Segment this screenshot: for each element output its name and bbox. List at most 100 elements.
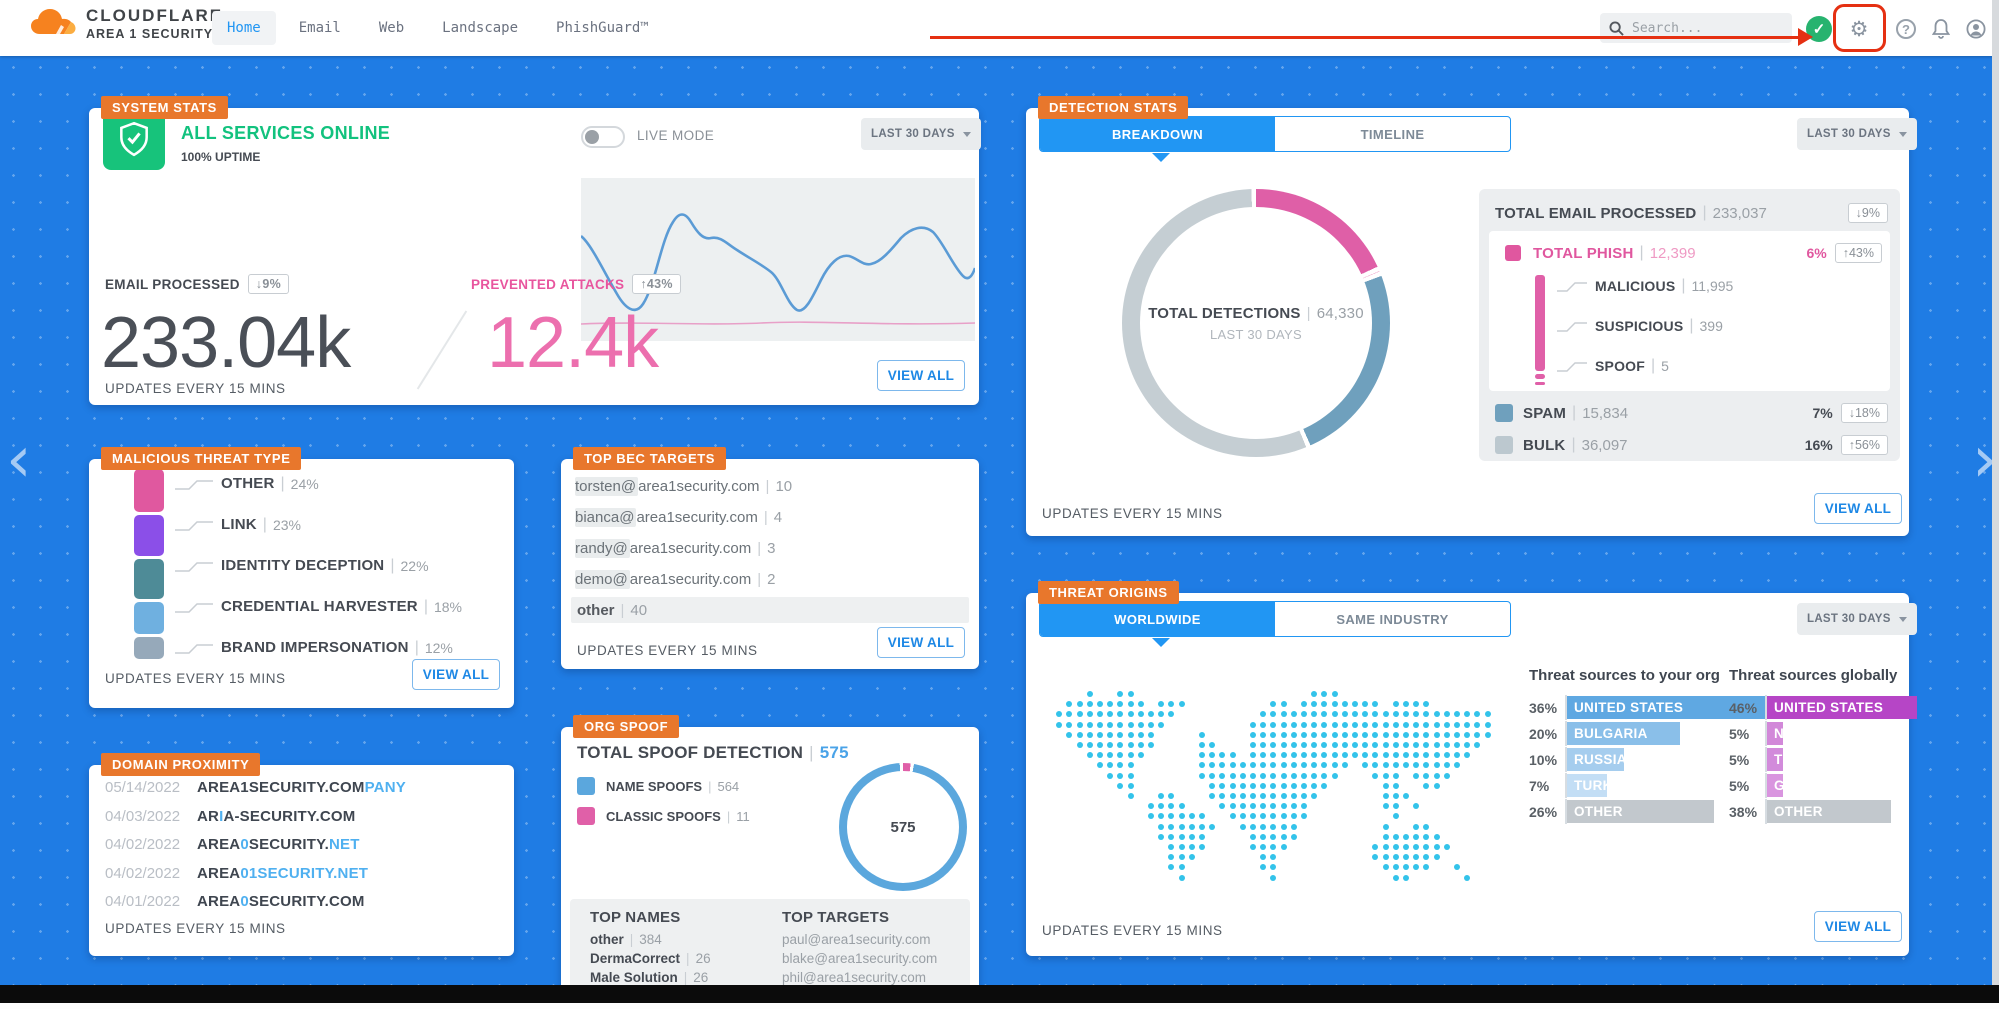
threat-origins-tabs: WORLDWIDE SAME INDUSTRY [1039, 601, 1511, 647]
world-dot-map [1046, 691, 1516, 896]
tab-timeline[interactable]: TIMELINE [1360, 126, 1425, 142]
domain-row: 04/03/2022 ARIA-SECURITY.COM [105, 808, 356, 825]
classic-spoofs-swatch [577, 807, 595, 825]
malicious-row: MALICIOUS | 11,995 [1555, 277, 1733, 295]
main-nav: Home Email Web Landscape PhishGuard™ [212, 0, 664, 56]
threat-source-row: 10% RUSSIA [1529, 747, 1771, 772]
malicious-threat-type-card: MALICIOUS THREAT TYPE OTHER | 24% LINK | 23%… [89, 447, 514, 708]
domain-proximity-updates-note: UPDATES EVERY 15 MINS [105, 921, 286, 936]
name-spoofs-legend: NAME SPOOFS | 564 [577, 777, 739, 795]
live-mode-toggle[interactable] [581, 126, 625, 148]
search-input[interactable] [1632, 20, 1782, 36]
total-email-processed-row: TOTAL EMAIL PROCESSED|233,037 9% [1495, 203, 1888, 223]
total-spoof-value: 575 [819, 743, 849, 762]
detection-tabs: BREAKDOWN TIMELINE [1039, 116, 1511, 162]
nav-item-email[interactable]: Email [298, 20, 341, 36]
global-sources-title: Threat sources globally [1729, 667, 1898, 684]
prevented-attacks-value: 12.4k [487, 303, 659, 383]
top-target-row: paul@area1security.com [782, 932, 931, 947]
annotation-arrow-line [930, 36, 1802, 39]
threat-origins-updates-note: UPDATES EVERY 15 MINS [1042, 923, 1223, 938]
phish-swatch [1505, 245, 1521, 261]
threat-origins-view-all-button[interactable]: VIEW ALL [1814, 911, 1902, 942]
connector-line [175, 479, 213, 490]
tab-same-industry[interactable]: SAME INDUSTRY [1336, 611, 1449, 627]
threat-source-row: 7% TURKEY [1529, 773, 1771, 798]
live-mode-label: LIVE MODE [637, 128, 715, 143]
threat-type-segment [134, 515, 164, 556]
bottom-letterbox-bar [0, 985, 1999, 1003]
bec-target-row: bianca@ area1security.com | 4 [575, 507, 783, 527]
threat-type-segment [134, 559, 164, 599]
domain-row: 04/01/2022 AREA0SECURITY.COM [105, 893, 365, 910]
top-target-row: phil@area1security.com [782, 970, 927, 985]
malicious-threat-view-all-button[interactable]: VIEW ALL [412, 659, 500, 690]
bec-target-row: other | 40 [571, 597, 969, 623]
phish-breakdown-bar [1535, 275, 1545, 388]
bec-view-all-button[interactable]: VIEW ALL [877, 627, 965, 658]
spoof-donut-center-value: 575 [890, 818, 916, 836]
tab-worldwide[interactable]: WORLDWIDE [1040, 602, 1275, 636]
connector-line [175, 561, 213, 572]
detections-donut-chart: TOTAL DETECTIONS | 64,330 LAST 30 DAYS [1122, 189, 1390, 457]
org-spoof-tag: ORG SPOOF [573, 715, 680, 738]
global-sources-list: 46% UNITED STATES 5% NETHERLANDS 5% TURK… [1729, 695, 1917, 825]
nav-item-landscape[interactable]: Landscape [442, 20, 519, 36]
detection-range-dropdown[interactable]: LAST 30 DAYS [1797, 118, 1917, 150]
threat-source-row: 46% UNITED STATES [1729, 695, 1917, 720]
threat-range-dropdown[interactable]: LAST 30 DAYS [1797, 603, 1917, 635]
top-bec-targets-card: TOP BEC TARGETS torsten@ area1security.co… [561, 447, 979, 669]
threat-source-bar: OTHER [1567, 800, 1714, 823]
chevron-down-icon [962, 131, 971, 137]
threat-origins-card: THREAT ORIGINS WORLDWIDE SAME INDUSTRY L… [1026, 581, 1917, 956]
threat-source-bar: TURKEY [1567, 774, 1607, 797]
threat-type-legend-row: IDENTITY DECEPTION | 22% [173, 545, 462, 586]
detection-breakdown-panel: TOTAL EMAIL PROCESSED|233,037 9% TOTAL P… [1479, 189, 1900, 461]
top-names-column: TOP NAMES other | 384 DermaCorrect | 26 Male S… [590, 909, 711, 985]
email-processed-label: EMAIL PROCESSED 9% [105, 274, 290, 294]
brand-name: CLOUDFLARE [86, 6, 224, 25]
prevented-attacks-label: PREVENTED ATTACKS 43% [471, 274, 681, 294]
threat-source-row: 38% OTHER [1729, 799, 1917, 824]
detection-view-all-button[interactable]: VIEW ALL [1814, 493, 1902, 524]
settings-gear-icon[interactable]: ⚙ [1849, 17, 1869, 41]
nav-item-web[interactable]: Web [378, 20, 405, 36]
metric-divider [416, 310, 468, 390]
carousel-left-chevron[interactable]: ‹ [6, 423, 32, 497]
nav-item-phishguard[interactable]: PhishGuard™ [556, 20, 649, 36]
classic-spoofs-legend: CLASSIC SPOOFS | 11 [577, 807, 750, 825]
top-name-row: Male Solution | 26 [590, 970, 709, 985]
threat-type-segment [134, 602, 164, 634]
threat-source-bar: UNITED STATES [1767, 696, 1917, 719]
threat-origins-tag: THREAT ORIGINS [1038, 581, 1179, 604]
domain-row: 05/14/2022 AREA1SECURITY.COMPANY [105, 779, 406, 796]
notifications-bell-icon[interactable] [1928, 16, 1954, 42]
detection-stats-card: DETECTION STATS BREAKDOWN TIMELINE LAST … [1026, 96, 1917, 536]
threat-type-legend-row: BRAND IMPERSONATION | 12% [173, 627, 462, 668]
threat-source-row: 26% OTHER [1529, 799, 1771, 824]
threat-type-segment [134, 637, 164, 659]
domain-row: 04/02/2022 AREA0SECURITY.NET [105, 836, 360, 853]
system-stats-view-all-button[interactable]: VIEW ALL [877, 360, 965, 391]
connector-line [1557, 282, 1587, 292]
system-range-dropdown[interactable]: LAST 30 DAYS [861, 118, 981, 150]
brand-subtitle: AREA 1 SECURITY [86, 27, 214, 41]
cloudflare-cloud-icon [31, 8, 76, 34]
threat-source-bar: RUSSIA [1567, 748, 1624, 771]
top-targets-column: TOP TARGETS paul@area1security.com blake@… [782, 909, 938, 985]
threat-type-legend-row: OTHER | 24% [173, 463, 462, 504]
tab-breakdown[interactable]: BREAKDOWN [1040, 117, 1275, 151]
domain-row: 04/02/2022 AREA01SECURITY.NET [105, 865, 369, 882]
user-account-icon[interactable] [1963, 16, 1989, 42]
threat-type-segment [134, 469, 164, 512]
cloudflare-logo: CLOUDFLARE AREA 1 SECURITY [30, 6, 223, 41]
top-name-row: DermaCorrect | 26 [590, 951, 711, 966]
donut-center-value: 64,330 [1316, 304, 1364, 322]
help-icon[interactable]: ? [1893, 16, 1919, 42]
total-spoof-detection-title: TOTAL SPOOF DETECTION | 575 [577, 743, 849, 762]
donut-center-label: TOTAL DETECTIONS [1148, 304, 1301, 322]
bec-target-row: randy@ area1security.com | 3 [575, 538, 776, 558]
nav-item-home[interactable]: Home [212, 11, 276, 45]
spam-delta-badge: 18% [1840, 403, 1888, 423]
malicious-threat-type-tag: MALICIOUS THREAT TYPE [101, 447, 302, 470]
